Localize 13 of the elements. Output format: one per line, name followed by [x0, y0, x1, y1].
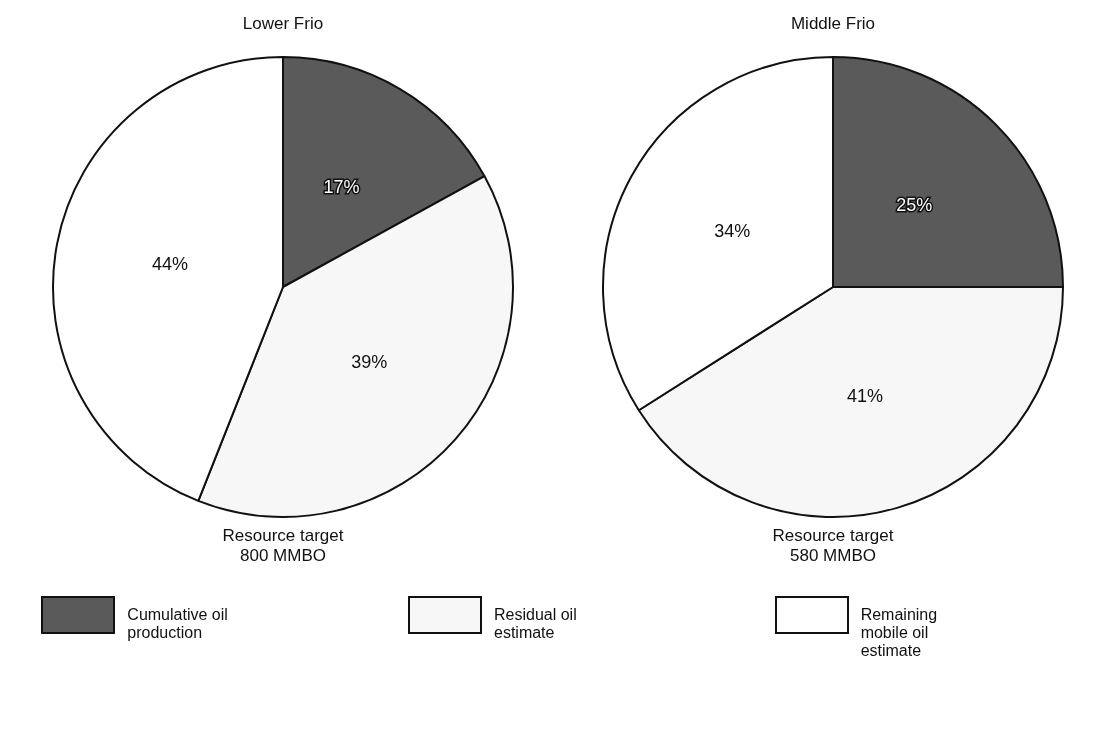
chart-title: Lower Frio — [242, 14, 324, 34]
data-label: 41% — [847, 386, 884, 407]
text: Resource target 800 MMBO — [222, 526, 344, 566]
chart-title: Middle Frio — [790, 14, 876, 34]
data-label: 17% — [323, 176, 360, 197]
legend-label: Residual oil estimate — [493, 605, 578, 642]
data-label: 34% — [714, 220, 751, 241]
data-label: 25% — [896, 194, 933, 215]
legend-label: Remaining mobile oil estimate — [860, 605, 939, 660]
data-label: 39% — [351, 352, 388, 373]
legend-label: Cumulative oil production — [127, 605, 229, 642]
data-label: 44% — [152, 254, 189, 275]
text: Resource target 580 MMBO — [772, 526, 894, 566]
